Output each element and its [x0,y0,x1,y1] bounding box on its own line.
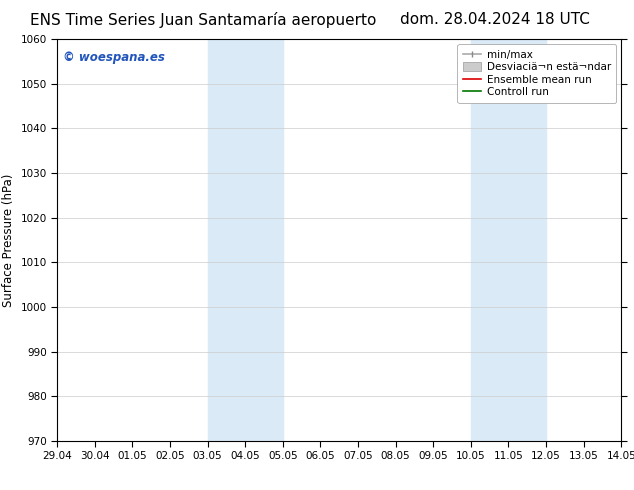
Y-axis label: Surface Pressure (hPa): Surface Pressure (hPa) [2,173,15,307]
Text: ENS Time Series Juan Santamaría aeropuerto: ENS Time Series Juan Santamaría aeropuer… [30,12,376,28]
Bar [207,39,283,441]
Text: © woespana.es: © woespana.es [63,51,165,64]
Text: dom. 28.04.2024 18 UTC: dom. 28.04.2024 18 UTC [399,12,590,27]
Bar [471,39,546,441]
Legend: min/max, Desviaciä¬n estä¬ndar, Ensemble mean run, Controll run: min/max, Desviaciä¬n estä¬ndar, Ensemble… [458,45,616,102]
